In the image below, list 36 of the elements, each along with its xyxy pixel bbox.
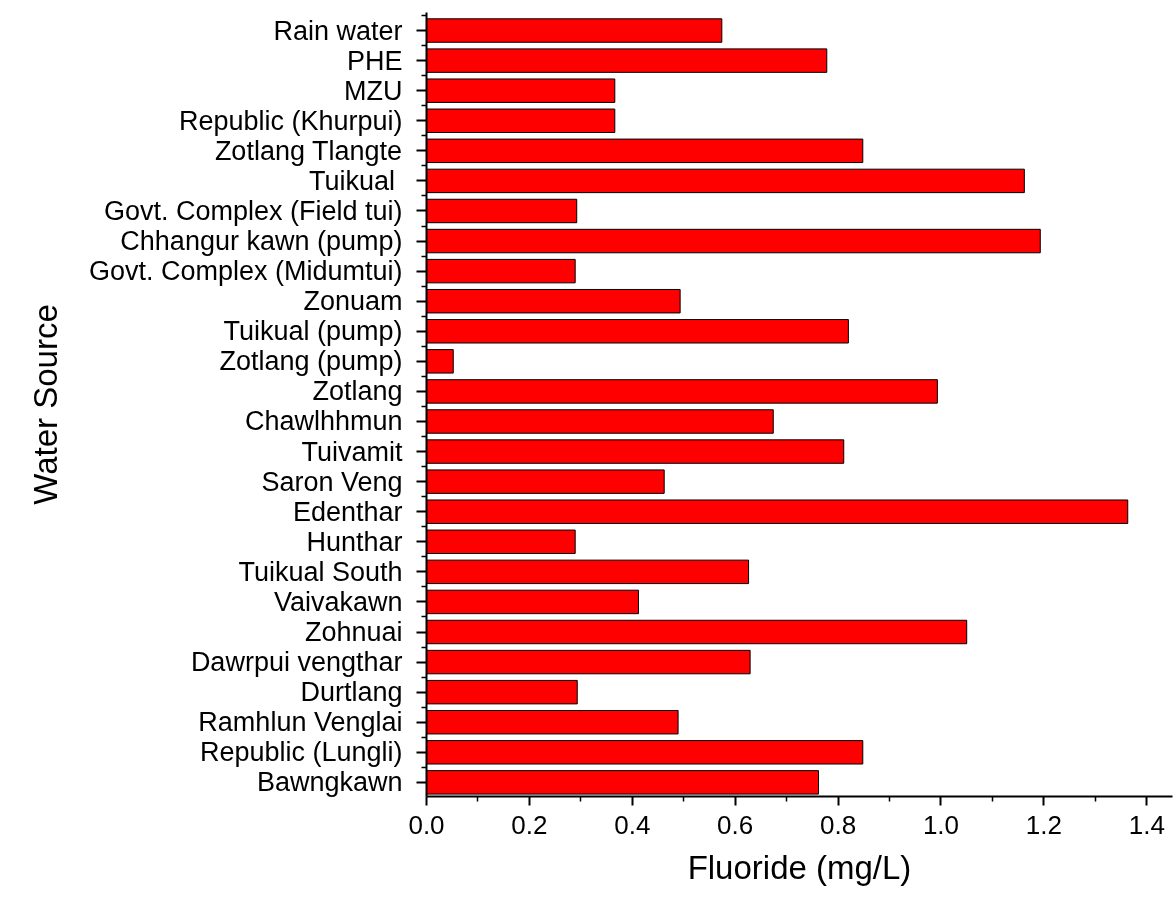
y-axis-title: Water Source — [26, 304, 64, 505]
y-tick-label: Zohnuai — [304, 617, 403, 647]
y-tick-label: Vaivakawn — [273, 586, 403, 617]
y-tick-label: Tuivamit — [301, 436, 403, 467]
x-tick-label: 0.4 — [614, 809, 651, 840]
y-tick-label: Govt. Complex (Midumtui) — [88, 256, 403, 287]
y-tick-label: Bawngkawn — [256, 767, 403, 798]
x-axis-title: Fluoride (mg/L) — [687, 848, 912, 886]
y-tick-label: Republic (Khurpui) — [178, 105, 403, 136]
x-tick-label: 0.2 — [511, 809, 548, 840]
y-tick-label: Ramhlun Venglai — [198, 707, 403, 738]
y-tick-label: Tuikual — [308, 165, 396, 196]
y-tick-label: Zonuam — [303, 286, 403, 317]
y-tick-label: Hunthar — [306, 526, 403, 557]
y-tick-label: Chhangur kawn (pump) — [120, 226, 403, 257]
y-tick-label: Chawlhhmun — [244, 406, 403, 437]
x-tick-label: 1.2 — [1025, 809, 1062, 840]
y-tick-label: Govt. Complex (Field tui) — [103, 195, 403, 226]
y-tick-label: Tuikual (pump) — [223, 316, 403, 347]
y-tick-label: Rain water — [273, 15, 403, 46]
y-tick-label: Zotlang — [312, 376, 403, 407]
x-tick-label: 1.0 — [922, 809, 960, 840]
y-tick-label: Republic (Lungli) — [199, 737, 403, 768]
y-tick-label: MZU — [344, 75, 403, 106]
y-tick-label: PHE — [346, 45, 403, 76]
y-tick-label: Durtlang — [300, 677, 403, 708]
y-tick-label: Zotlang (pump) — [219, 346, 403, 377]
x-tick-label: 0.0 — [408, 809, 445, 840]
y-tick-label: Saron Veng — [261, 466, 403, 497]
x-tick-label: 1.4 — [1128, 809, 1165, 840]
x-tick-label: 0.6 — [717, 809, 754, 840]
y-tick-label: Zotlang Tlangte — [214, 135, 403, 166]
y-tick-label: Dawrpui vengthar — [190, 647, 403, 678]
y-tick-label: Edenthar — [292, 496, 403, 527]
x-tick-label: 0.8 — [820, 809, 857, 840]
y-tick-label: Tuikual South — [238, 556, 403, 587]
